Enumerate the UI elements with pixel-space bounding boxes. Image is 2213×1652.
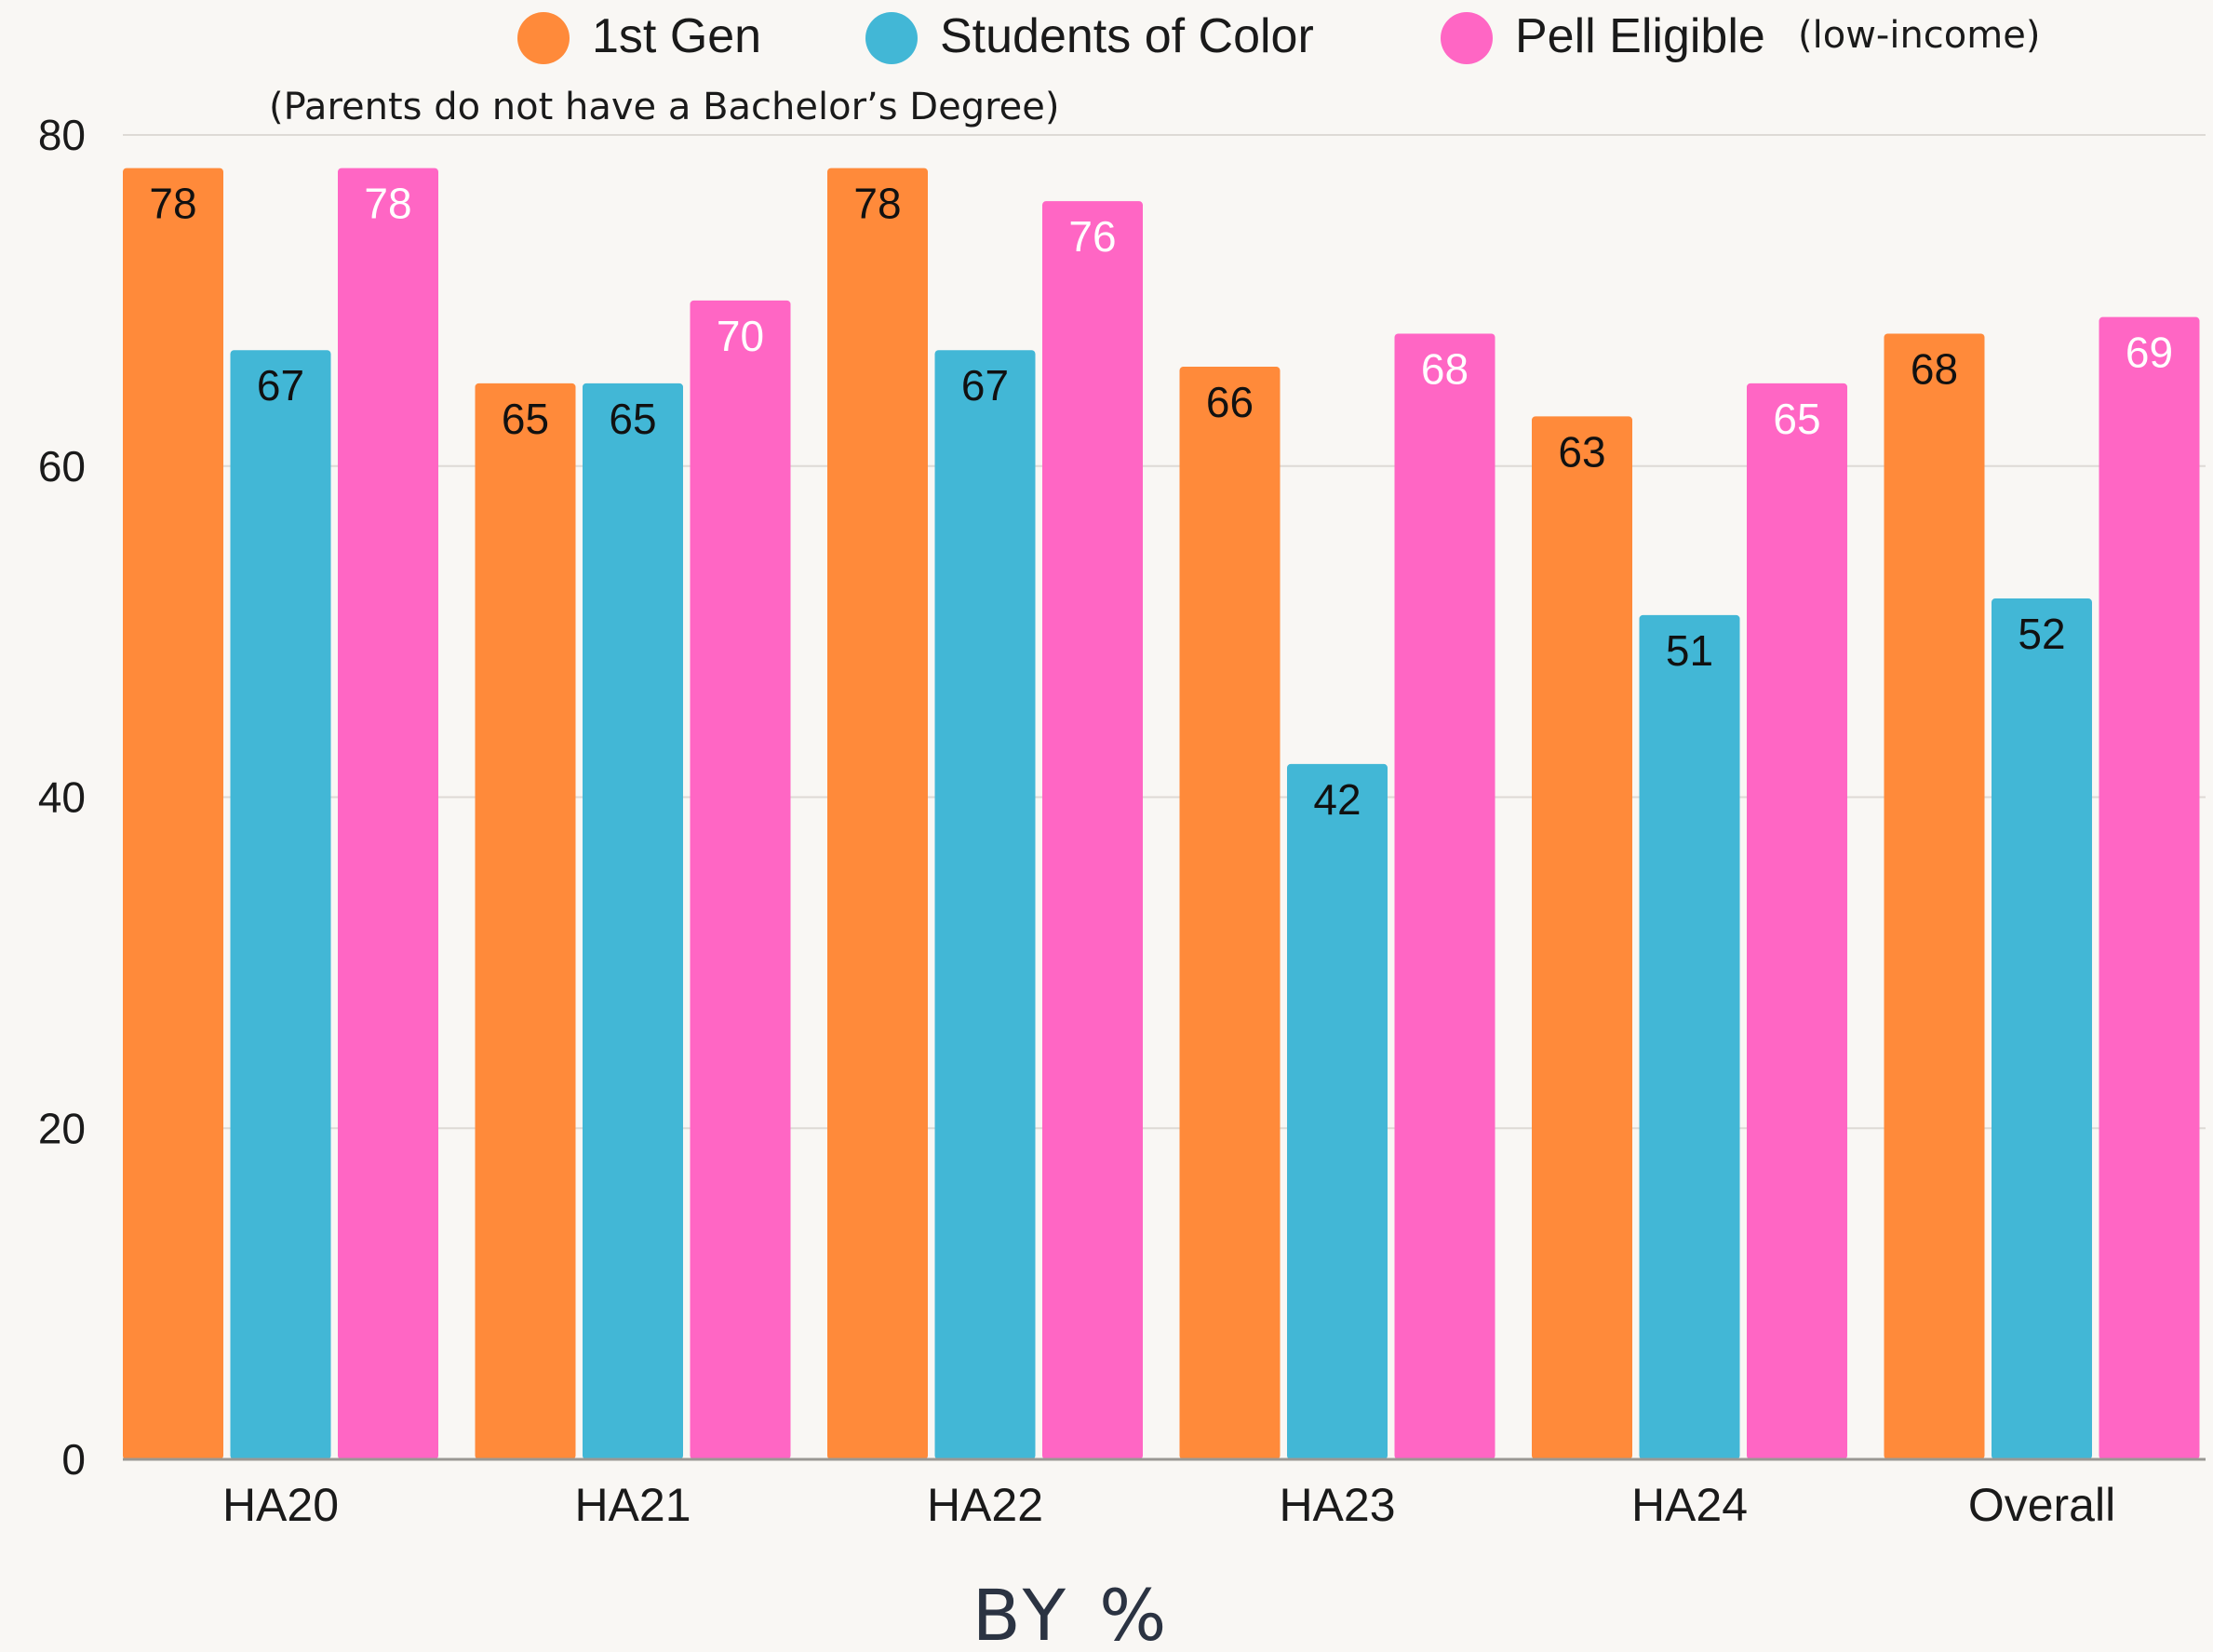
data-labels: 78 67 78 65 65 70 78 67 76 66 42 68 63 51 65 68 52 69 — [149, 180, 2173, 824]
gridlines — [123, 134, 2206, 1130]
y-tick-label: 0 — [61, 1435, 86, 1484]
legend-item: Students of Color — [865, 9, 1314, 64]
x-tick-label: HA24 — [1631, 1479, 1748, 1531]
x-tick-label: HA23 — [1279, 1479, 1395, 1531]
legend-swatch — [517, 12, 570, 64]
bar-value-label: 78 — [149, 180, 196, 228]
bar-value-label: 78 — [853, 180, 901, 228]
bar — [1394, 333, 1495, 1460]
bar-value-label: 76 — [1068, 212, 1116, 261]
bar-value-label: 42 — [1313, 775, 1361, 824]
legend-item: 1st Gen — [517, 9, 761, 64]
bar — [934, 350, 1036, 1459]
y-tick-label: 40 — [38, 773, 86, 822]
bar — [1992, 598, 2092, 1459]
bar — [1042, 201, 1143, 1459]
x-tick-label: HA20 — [222, 1479, 339, 1531]
bar — [2099, 316, 2200, 1460]
bar-value-label: 69 — [2126, 329, 2173, 377]
y-axis-ticks: 0 20 40 60 80 — [38, 111, 86, 1484]
bar — [475, 383, 576, 1459]
legend: 1st Gen Students of Color Pell Eligible (Pa… — [269, 9, 2040, 128]
bar-value-label: 67 — [257, 361, 304, 410]
bar — [1884, 333, 1985, 1460]
bar-value-label: 65 — [502, 395, 549, 443]
bar — [690, 300, 791, 1459]
x-tick-label: HA21 — [574, 1479, 691, 1531]
bar-value-label: 63 — [1558, 427, 1605, 476]
x-axis-ticks: HA20 HA21 HA22 HA23 HA24 Overall — [222, 1479, 2115, 1531]
bar — [230, 350, 331, 1459]
bar-value-label: 68 — [1421, 344, 1469, 393]
bar — [1532, 416, 1632, 1460]
bar — [1287, 763, 1388, 1459]
bar-value-label: 66 — [1206, 378, 1254, 426]
bar-value-label: 78 — [364, 180, 411, 228]
bar-value-label: 51 — [1666, 626, 1713, 675]
bar — [338, 168, 438, 1460]
y-tick-label: 80 — [38, 111, 86, 159]
legend-note: (low-income) — [1798, 14, 2040, 57]
legend-note: (Parents do not have a Bachelor’s Degree… — [269, 86, 1060, 128]
bar-value-label: 65 — [1773, 395, 1820, 443]
y-tick-label: 20 — [38, 1104, 86, 1152]
legend-swatch — [865, 12, 918, 64]
bar — [1639, 614, 1740, 1459]
bar-value-label: 65 — [609, 395, 656, 443]
bar — [1747, 383, 1847, 1459]
legend-label: Pell Eligible — [1515, 9, 1765, 63]
legend-label: 1st Gen — [592, 9, 761, 63]
bar — [827, 168, 928, 1460]
bar-value-label: 52 — [2018, 610, 2065, 658]
bar-value-label: 68 — [1911, 344, 1958, 393]
legend-label: Students of Color — [940, 9, 1314, 63]
legend-swatch — [1441, 12, 1493, 64]
bar — [123, 168, 223, 1460]
x-axis-title: BY % — [972, 1574, 1173, 1652]
x-tick-label: Overall — [1968, 1479, 2115, 1531]
x-tick-label: HA22 — [927, 1479, 1043, 1531]
bar — [1179, 367, 1281, 1459]
bars — [123, 168, 2200, 1460]
bar-value-label: 70 — [717, 312, 764, 360]
legend-item: Pell Eligible — [1441, 9, 1765, 64]
y-tick-label: 60 — [38, 442, 86, 490]
bar-value-label: 67 — [961, 361, 1009, 410]
bar — [583, 383, 683, 1459]
